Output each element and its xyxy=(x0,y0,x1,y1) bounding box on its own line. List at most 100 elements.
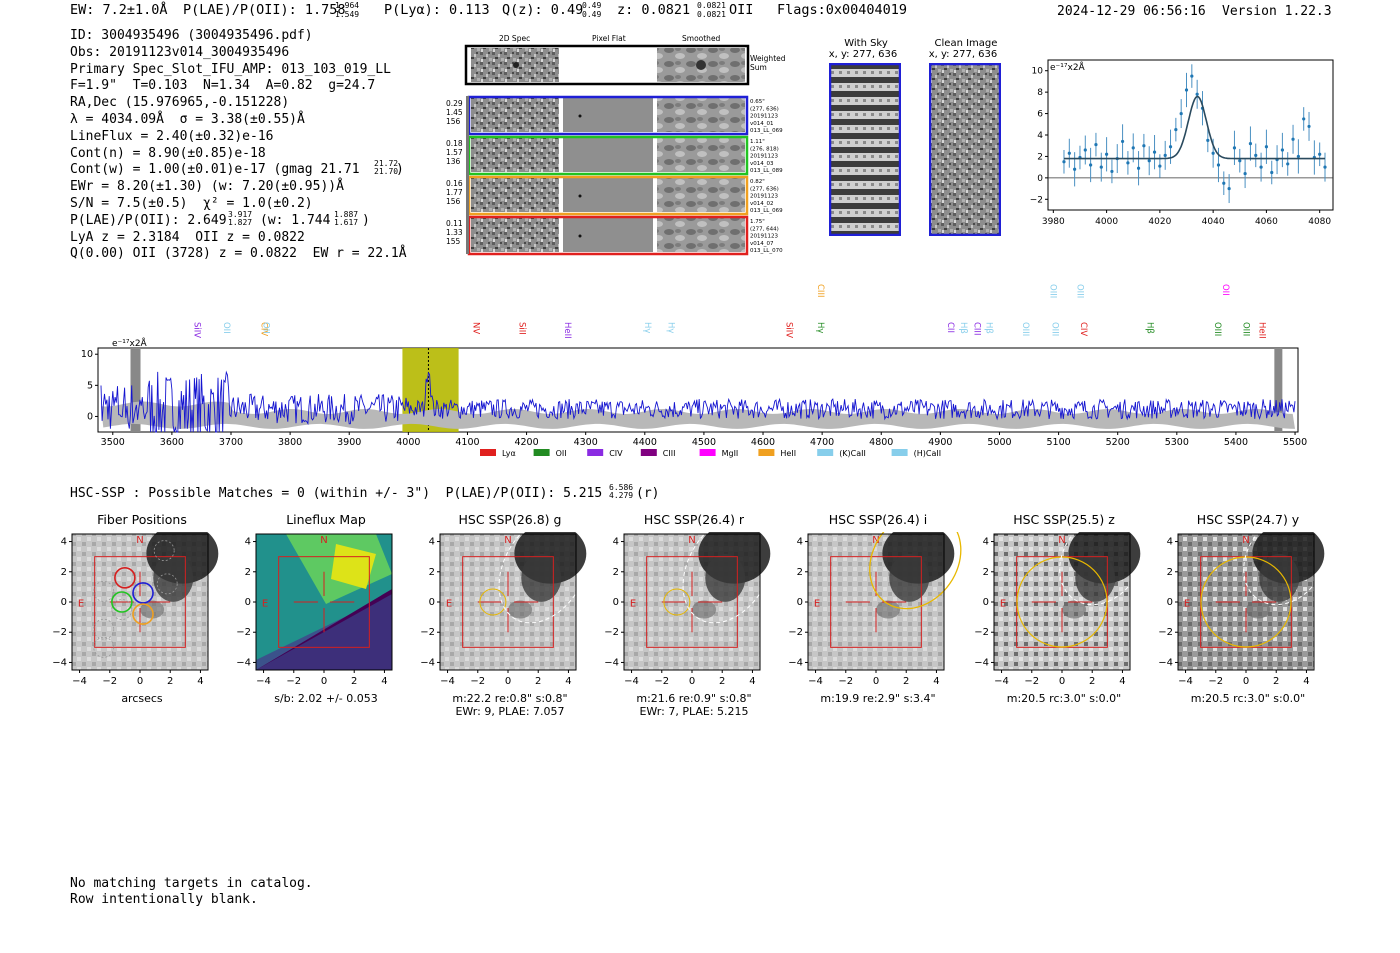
info-lya: LyA z = 2.3184 OII z = 0.0822 xyxy=(70,229,305,245)
info-lambda: λ = 4034.09Å σ = 3.38(±0.55)Å xyxy=(70,111,305,127)
fiber-circle xyxy=(114,567,136,589)
divider xyxy=(560,178,563,212)
hsc-x-tick-label: 2 xyxy=(903,676,909,687)
hsc-y-tick-label: −2 xyxy=(236,627,251,638)
hsc-x-tick-label: 0 xyxy=(137,676,143,687)
cutout-right-label: 20191123 xyxy=(750,154,778,160)
zoom-data-point xyxy=(1248,141,1253,146)
hsc-x-tick-label: −2 xyxy=(654,676,669,687)
zoom-data-point xyxy=(1147,159,1151,163)
weighted-sum-label: Weighted Sum xyxy=(750,54,786,72)
info-contw: Cont(w) = 1.00(±0.01)e-17 (gmag 21.71 21.… xyxy=(70,159,404,178)
zoom-data-point xyxy=(1168,145,1173,149)
zoom-data-point xyxy=(1286,162,1290,166)
spectrum-x-tick-label: 4100 xyxy=(455,437,479,448)
cutout-pixelflat xyxy=(563,218,653,252)
hsc-x-tick-label: 4 xyxy=(565,676,571,687)
clean-image xyxy=(929,63,1001,236)
header-plya: P(Lyα): 0.113 xyxy=(384,2,490,18)
spectrum-x-tick-label: 3900 xyxy=(337,437,361,448)
zoom-data-point xyxy=(1307,124,1311,129)
cutout-left-label: 1.45 xyxy=(446,108,463,117)
spectral-line-label: OIII xyxy=(1075,284,1085,298)
hsc-y-tick-label: 4 xyxy=(1167,537,1173,548)
fiber-circle xyxy=(93,618,115,640)
cutout-left-label: 136 xyxy=(446,157,461,166)
hsc-y-tick-label: 0 xyxy=(61,597,67,608)
compass-e: E xyxy=(1184,599,1190,610)
aperture-box xyxy=(646,556,738,648)
galaxy-ellipse xyxy=(682,532,774,624)
spectrum-x-tick-label: 4000 xyxy=(396,437,420,448)
cutout-2dspec xyxy=(471,98,559,132)
pixelflat-dot xyxy=(578,194,582,198)
info-contw-text: Cont(w) = 1.00(±0.01)e-17 (gmag 21.71 xyxy=(70,162,360,178)
fiber-circle xyxy=(132,603,154,625)
hsc-y-tick-label: 4 xyxy=(429,537,435,548)
hsc-y-tick-label: −2 xyxy=(1158,627,1173,638)
info-plae2-w-lo: 1.617 xyxy=(334,217,359,227)
header-z-lo: 0.0821 xyxy=(697,10,726,19)
cutout-right-label: 0.82" xyxy=(750,179,765,185)
spectrum-x-tick-label: 4400 xyxy=(633,437,657,448)
cutout-left-label: 0.29 xyxy=(446,99,463,108)
hsc-x-tick-label: 0 xyxy=(321,676,327,687)
spectrum-x-tick-label: 4900 xyxy=(928,437,952,448)
info-contn: Cont(n) = 8.90(±0.85)e-18 xyxy=(70,145,266,161)
galaxy-blob xyxy=(153,553,194,602)
cutout-right-label: v014_01 xyxy=(750,121,774,127)
hsc-y-tick-label: 4 xyxy=(61,537,67,548)
legend-swatch xyxy=(891,449,908,456)
hsc-caption: EWr: 7, PLAE: 5.215 xyxy=(639,705,749,718)
hsc-y-tick-label: 4 xyxy=(245,537,251,548)
hsc-y-tick-label: 4 xyxy=(983,537,989,548)
hsc-y-tick-label: 2 xyxy=(1167,567,1173,578)
compass-e: E xyxy=(262,599,268,610)
divider xyxy=(654,98,657,132)
hsc-y-tick-label: −4 xyxy=(420,657,435,668)
header-z: z: 0.0821 0.0821 0.0821 OII xyxy=(617,1,753,19)
zoom-unit-label: e⁻¹⁷x2Å xyxy=(1050,61,1086,73)
info-plae2: P(LAE)/P(OII): 2.649 3.917 1.827 (w: 1.744 1… xyxy=(70,209,370,228)
hsc-x-tick-label: 0 xyxy=(689,676,695,687)
hsc-panel: HSC SSP(25.5) z N E 4 2 0 −2 −4 −4 −2 0 2 4 m:20.5 rc… xyxy=(974,510,1154,725)
spectrum-x-tick-label: 5000 xyxy=(987,437,1011,448)
spectrum-x-tick-label: 4800 xyxy=(869,437,893,448)
cutout-right-label: 20191123 xyxy=(750,194,778,200)
hsc-y-tick-label: −4 xyxy=(604,657,619,668)
zoom-data-point xyxy=(1280,148,1284,152)
spectrum-noise-band xyxy=(101,401,1295,429)
compass-e: E xyxy=(814,599,820,610)
cutout-2dspec xyxy=(471,138,559,172)
galaxy-ellipse xyxy=(1243,532,1328,606)
cutout-right-label: 1.11" xyxy=(750,139,765,145)
hsc-caption: m:20.5 rc:3.0" s:0.0" xyxy=(1190,692,1306,705)
hsc-y-tick-label: 0 xyxy=(429,597,435,608)
hsc-y-tick-label: 2 xyxy=(797,567,803,578)
legend-label: CIII xyxy=(663,449,676,458)
hsc-panel-title: HSC SSP(26.8) g xyxy=(458,512,562,527)
spectrum-x-tick-label: 3600 xyxy=(160,437,184,448)
legend-label: (K)CaII xyxy=(839,449,866,458)
cutout-pixelflat xyxy=(563,178,653,212)
hsc-panel-title: HSC SSP(26.4) r xyxy=(643,512,745,527)
hsc-x-tick-label: 0 xyxy=(873,676,879,687)
spectrum-x-tick-label: 4700 xyxy=(810,437,834,448)
divider xyxy=(560,98,563,132)
cutout-left-label: 156 xyxy=(446,197,461,206)
galaxy-blob xyxy=(1246,600,1271,619)
zoom-data-point xyxy=(1073,167,1077,171)
hsc-y-tick-label: 0 xyxy=(613,597,619,608)
info-plae2-hi: 3.917 xyxy=(228,209,253,219)
clean-image-title-text: Clean Image xyxy=(934,38,998,49)
hsc-y-tick-label: 4 xyxy=(613,537,619,548)
hsc-y-tick-label: −2 xyxy=(788,627,803,638)
legend-label: Lyα xyxy=(502,449,516,458)
hsc-summary-text: HSC-SSP : Possible Matches = 0 (within +… xyxy=(70,486,603,501)
info-ewr: EWr = 8.20(±1.30) (w: 7.20(±0.95))Å xyxy=(70,179,344,195)
cutout-2dspec xyxy=(471,218,559,252)
hsc-summary-band: (r) xyxy=(636,486,660,501)
spectral-line-label: OIII xyxy=(1020,322,1030,336)
hsc-caption: m:20.5 rc:3.0" s:0.0" xyxy=(1006,692,1122,705)
legend-swatch xyxy=(640,449,657,456)
